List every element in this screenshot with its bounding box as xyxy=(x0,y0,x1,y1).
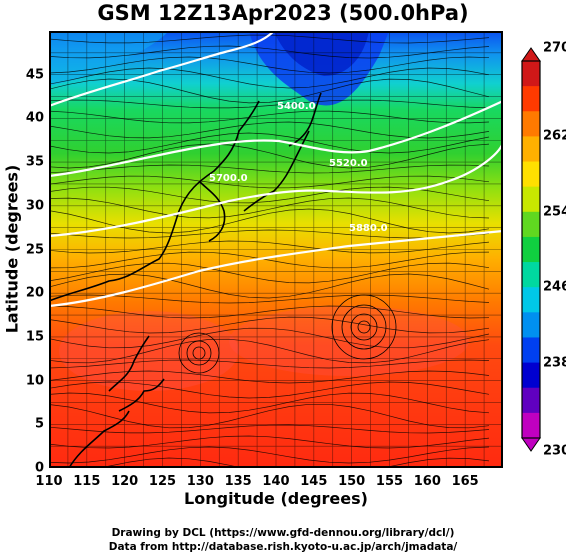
streamline xyxy=(49,424,490,434)
map-plot-area: 5400.0 5520.0 5700.0 5880.0 xyxy=(49,31,503,468)
colorbar-segment xyxy=(522,362,540,389)
warm-pool-west xyxy=(59,311,239,391)
colorbar-segment xyxy=(522,161,540,188)
x-axis-label: Longitude (degrees) xyxy=(184,489,368,508)
colorbar-segment xyxy=(522,312,540,338)
streamline xyxy=(49,67,490,89)
y-tick-label: 15 xyxy=(25,329,44,345)
colorbar-bottom-arrow xyxy=(521,437,541,452)
streamline xyxy=(49,143,490,169)
x-tick-label: 150 xyxy=(338,474,366,489)
streamline xyxy=(49,381,490,399)
y-axis-label: Latitude (degrees) xyxy=(2,164,22,334)
colorbar-tick-label: 238 xyxy=(543,355,566,371)
colorbar-segment xyxy=(522,211,540,238)
colorbar-segment xyxy=(522,412,540,439)
contour-label-5520: 5520.0 xyxy=(329,158,368,169)
y-tick-label: 45 xyxy=(25,67,44,83)
x-tick-label: 115 xyxy=(73,474,101,489)
y-tick-label: 30 xyxy=(25,198,44,214)
colorbar-segment xyxy=(522,387,540,414)
streamline xyxy=(49,338,490,364)
streamline xyxy=(49,175,490,189)
y-tick-label: 20 xyxy=(25,285,44,301)
streamline xyxy=(49,294,490,304)
y-tick-label: 0 xyxy=(34,460,44,476)
chart-title: GSM 12Z13Apr2023 (500.0hPa) xyxy=(97,1,469,25)
colorbar-tick-label: 246 xyxy=(543,279,566,295)
streamline xyxy=(49,164,490,174)
colorbar-segment xyxy=(522,337,540,364)
colorbar-tick-label: 262 xyxy=(543,128,566,144)
y-tick-label: 10 xyxy=(25,373,44,389)
streamlines xyxy=(49,34,490,468)
colorbar-segment xyxy=(522,61,540,87)
x-tick-label: 140 xyxy=(262,474,290,489)
x-tick-label: 135 xyxy=(224,474,252,489)
cold-core xyxy=(274,31,369,76)
colorbar-top-arrow xyxy=(521,47,541,62)
streamline xyxy=(49,240,490,254)
y-tick-label: 5 xyxy=(34,416,44,432)
streamline xyxy=(49,110,490,124)
colorbar-segment xyxy=(522,111,540,137)
streamline xyxy=(49,229,490,239)
contour-label-5700: 5700.0 xyxy=(209,173,248,184)
x-tick-label: 165 xyxy=(451,474,479,489)
streamline xyxy=(49,186,490,204)
streamline xyxy=(49,392,490,414)
streamline xyxy=(49,316,490,334)
streamline xyxy=(49,359,490,369)
colorbar-segment xyxy=(522,236,540,263)
x-tick-label: 125 xyxy=(148,474,177,489)
streamline xyxy=(49,327,490,349)
streamline xyxy=(49,273,490,299)
cool-left xyxy=(49,31,169,86)
colorbar-tick-label: 254 xyxy=(543,204,566,220)
streamline xyxy=(49,262,490,284)
colorbar-segment xyxy=(522,86,540,112)
streamline xyxy=(49,99,490,109)
colorbar xyxy=(521,47,541,452)
x-tick-label: 130 xyxy=(186,474,214,489)
contour-label-5880: 5880.0 xyxy=(349,223,388,234)
streamline xyxy=(49,435,490,449)
y-tick-label: 40 xyxy=(25,110,44,126)
streamline xyxy=(49,403,490,429)
warm-pool-central xyxy=(229,306,469,376)
y-tick-label: 25 xyxy=(25,242,44,257)
colorbar-tick-label: 270 xyxy=(543,40,566,56)
streamline xyxy=(49,132,490,154)
streamline xyxy=(49,45,490,59)
streamline xyxy=(49,305,490,319)
credit-drawing: Drawing by DCL (https://www.gfd-dennou.o… xyxy=(111,527,455,539)
streamline xyxy=(49,56,490,74)
colorbar-segment xyxy=(522,262,540,288)
x-tick-label: 145 xyxy=(300,474,328,489)
height-contours xyxy=(49,31,503,308)
contour-label-5400: 5400.0 xyxy=(277,101,316,112)
streamline xyxy=(49,446,490,464)
coastlines xyxy=(49,92,322,468)
circulation-centers xyxy=(178,294,397,374)
streamline xyxy=(49,370,490,384)
colorbar-segment xyxy=(522,186,540,213)
grid-lines xyxy=(49,31,503,468)
x-tick-label: 155 xyxy=(375,474,404,489)
colorbar-segment xyxy=(522,136,540,163)
colorbar-tick-label: 230 xyxy=(543,443,566,459)
x-tick-label: 120 xyxy=(111,474,139,489)
x-tick-label: 160 xyxy=(413,474,441,489)
y-tick-label: 35 xyxy=(25,154,44,170)
colorbar-frame xyxy=(521,60,541,439)
x-tick-label: 110 xyxy=(35,474,63,489)
contour-labels: 5400.0 5520.0 5700.0 5880.0 xyxy=(209,101,388,234)
credit-data: Data from http://database.rish.kyoto-u.a… xyxy=(108,541,458,553)
colorbar-segment xyxy=(522,287,540,313)
streamline xyxy=(49,208,490,234)
streamline xyxy=(49,197,490,219)
